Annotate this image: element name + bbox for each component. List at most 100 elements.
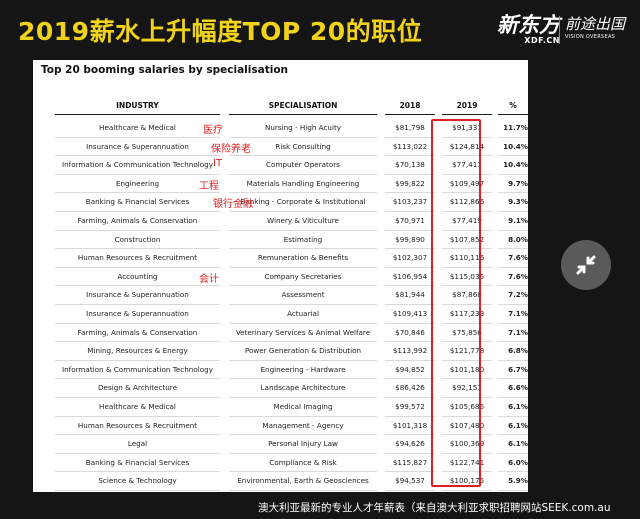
- row-divider: [229, 192, 377, 194]
- percent-cell: 6.7%: [508, 364, 528, 374]
- row-divider: [498, 396, 528, 398]
- salary-2019-cell: $91,331: [452, 123, 482, 132]
- row-divider: [55, 303, 220, 305]
- salary-2019-cell: $87,868: [452, 290, 482, 300]
- table-row: Information & Communication Technology En…: [55, 361, 528, 380]
- page-title: 2019薪水上升幅度TOP 20的职位: [18, 17, 423, 46]
- highlight-2019-box: [431, 119, 481, 487]
- percent-cell: 7.1%: [508, 309, 528, 318]
- specialisation-cell: Landscape Architecture: [260, 383, 346, 393]
- salary-2019-cell: $115,035: [449, 271, 485, 281]
- col-header-specialisation: SPECIALISATION: [229, 97, 377, 115]
- salary-2018-cell: $113,992: [392, 346, 428, 356]
- row-divider: [55, 210, 220, 212]
- industry-cell: Engineering: [115, 178, 160, 188]
- table-row: Insurance & Superannuation Assessment $81,…: [55, 286, 528, 305]
- row-divider: [442, 322, 492, 324]
- row-divider: [385, 192, 435, 194]
- row-divider: [498, 155, 528, 157]
- specialisation-cell: Company Secretaries: [264, 271, 342, 281]
- row-divider: [55, 285, 220, 287]
- row-divider: [229, 471, 377, 473]
- specialisation-cell: Winery & Viticulture: [267, 216, 339, 225]
- row-divider: [229, 136, 377, 138]
- table-row: Banking & Financial Services Compliance &…: [55, 454, 528, 473]
- percent-cell: 7.6%: [508, 253, 528, 263]
- salary-2019-cell: $124,814: [449, 141, 485, 151]
- row-divider: [385, 229, 435, 231]
- video-caption: 澳大利亚最新的专业人才年薪表（来自澳大利亚求职招聘网站SEEK.com.au: [258, 502, 611, 514]
- salary-2019-cell: $107,480: [449, 420, 485, 430]
- row-divider: [229, 378, 377, 380]
- row-divider: [498, 359, 528, 361]
- xdf-logo: 新东方 XDF.CN: [497, 14, 560, 45]
- percent-cell: 7.2%: [508, 290, 528, 300]
- xdf-logo-sub: XDF.CN: [524, 36, 560, 45]
- table-row: Insurance & Superannuation Actuarial $109,…: [55, 305, 528, 324]
- industry-cell: Mining, Resources & Energy: [87, 346, 188, 356]
- row-divider: [498, 471, 528, 473]
- row-divider: [385, 452, 435, 454]
- specialisation-cell: Materials Handling Engineering: [246, 178, 360, 188]
- row-divider: [498, 322, 528, 324]
- row-divider: [442, 136, 492, 138]
- table-row: Legal Personal Injury Law $94,626 $100,369 6…: [55, 435, 528, 454]
- exit-fullscreen-button[interactable]: [561, 240, 611, 290]
- percent-cell: 10.4%: [503, 141, 528, 151]
- specialisation-cell: Actuarial: [287, 309, 319, 318]
- salary-2019-cell: $109,497: [449, 178, 485, 188]
- salary-2018-cell: $109,413: [392, 309, 428, 318]
- salary-2019-cell: $105,685: [449, 402, 485, 411]
- row-divider: [55, 266, 220, 268]
- vision-logo-text: 前途出国: [565, 15, 626, 33]
- salary-2018-cell: $99,822: [395, 178, 425, 188]
- row-divider: [55, 359, 220, 361]
- row-divider: [55, 192, 220, 194]
- row-divider: [498, 248, 528, 250]
- row-divider: [229, 434, 377, 436]
- industry-cell: Insurance & Superannuation: [86, 290, 189, 300]
- row-divider: [55, 155, 220, 157]
- salary-2018-cell: $70,846: [395, 327, 425, 337]
- col-header-2019: 2019: [442, 97, 492, 115]
- row-divider: [442, 341, 492, 343]
- percent-cell: 6.1%: [508, 439, 528, 449]
- percent-cell: 7.6%: [508, 271, 528, 281]
- salary-slide: Top 20 booming salaries by specialisatio…: [33, 60, 528, 492]
- row-divider: [55, 378, 220, 380]
- salary-2019-cell: $107,852: [449, 234, 485, 244]
- row-divider: [498, 452, 528, 454]
- row-divider: [55, 341, 220, 343]
- row-divider: [229, 266, 377, 268]
- row-divider: [55, 452, 220, 454]
- row-divider: [385, 266, 435, 268]
- row-divider: [385, 210, 435, 212]
- salary-2019-cell: $100,175: [449, 476, 485, 486]
- salary-2019-cell: $112,866: [449, 197, 485, 207]
- col-header-2018: 2018: [385, 97, 435, 115]
- industry-cell: Human Resources & Recruitment: [77, 420, 198, 430]
- row-divider: [442, 359, 492, 361]
- salary-2018-cell: $115,827: [392, 457, 428, 467]
- industry-cell: Healthcare & Medical: [99, 123, 176, 132]
- row-divider: [442, 489, 492, 491]
- salary-2019-cell: $77,419: [452, 216, 482, 225]
- table-row: Healthcare & Medical Medical Imaging $99,5…: [55, 398, 528, 417]
- specialisation-cell: Banking - Corporate & Institutional: [240, 197, 366, 207]
- row-divider: [442, 415, 492, 417]
- salary-2019-cell: $122,741: [449, 457, 485, 467]
- salary-2019-cell: $110,116: [449, 253, 485, 263]
- row-divider: [55, 173, 220, 175]
- row-divider: [385, 434, 435, 436]
- industry-cell: Design & Architecture: [98, 383, 177, 393]
- slide-title: Top 20 booming salaries by specialisatio…: [41, 64, 289, 76]
- industry-cell: Farming, Animals & Conservation: [77, 327, 198, 337]
- salary-2019-cell: $100,369: [449, 439, 485, 449]
- row-divider: [385, 359, 435, 361]
- chinese-annotation: 会计: [199, 273, 219, 285]
- row-divider: [498, 266, 528, 268]
- row-divider: [55, 136, 220, 138]
- row-divider: [229, 248, 377, 250]
- table-row: Accounting Company Secretaries $106,954 $11…: [55, 268, 528, 287]
- row-divider: [55, 471, 220, 473]
